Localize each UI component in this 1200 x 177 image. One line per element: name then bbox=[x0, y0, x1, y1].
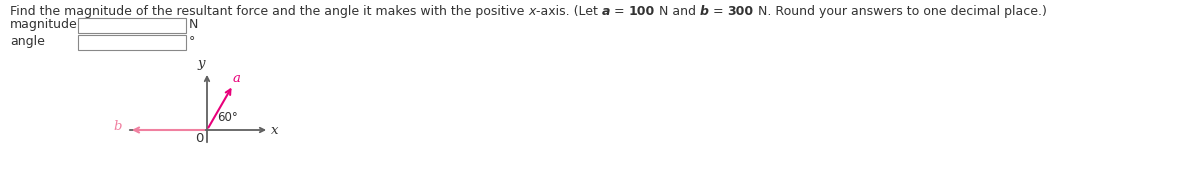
Bar bbox=[78, 18, 186, 33]
Text: 300: 300 bbox=[727, 5, 754, 18]
Text: b: b bbox=[114, 119, 122, 133]
Text: b: b bbox=[700, 5, 709, 18]
Text: Find the magnitude of the resultant force and the angle it makes with the positi: Find the magnitude of the resultant forc… bbox=[10, 5, 528, 18]
Text: N: N bbox=[190, 18, 198, 31]
Text: -axis. (Let: -axis. (Let bbox=[535, 5, 601, 18]
Text: y: y bbox=[198, 57, 205, 70]
Text: a: a bbox=[233, 72, 240, 85]
Text: N. Round your answers to one decimal place.): N. Round your answers to one decimal pla… bbox=[754, 5, 1046, 18]
Text: 0: 0 bbox=[196, 132, 204, 145]
Text: 60°: 60° bbox=[217, 111, 238, 124]
Text: x: x bbox=[271, 124, 278, 136]
Text: x: x bbox=[528, 5, 535, 18]
Text: =: = bbox=[709, 5, 727, 18]
Text: angle: angle bbox=[10, 35, 44, 48]
Text: a: a bbox=[601, 5, 610, 18]
Text: N and: N and bbox=[655, 5, 700, 18]
Bar bbox=[78, 35, 186, 50]
Text: magnitude: magnitude bbox=[10, 18, 78, 31]
Text: °: ° bbox=[190, 35, 196, 48]
Text: =: = bbox=[610, 5, 629, 18]
Text: 100: 100 bbox=[629, 5, 655, 18]
